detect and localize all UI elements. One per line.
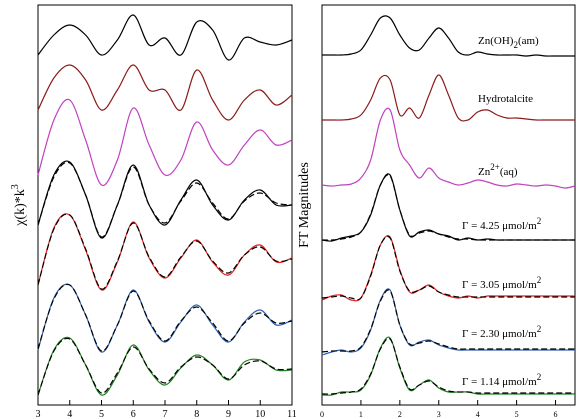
x-tick-label: 1 [359, 410, 363, 419]
x-tick-label: 5 [515, 410, 519, 419]
curve [37, 213, 293, 290]
curve [37, 161, 293, 238]
annotation-after: (am) [518, 35, 539, 47]
x-tick-label: 0 [320, 410, 324, 419]
curve [321, 235, 575, 302]
curve [37, 14, 293, 61]
x-tick-label: 3 [36, 409, 41, 419]
curve [322, 74, 575, 122]
annotation-sub: 2 [513, 40, 518, 50]
curve [321, 337, 575, 395]
curve [37, 283, 293, 352]
curve [321, 107, 576, 189]
x-tick-label: 8 [194, 409, 199, 419]
x-tick-label: 2 [398, 410, 402, 419]
annotation-text: Γ = 1.14 μmol/m [462, 376, 537, 388]
x-tick-label: 4 [476, 410, 480, 419]
x-tick-label: 5 [99, 409, 104, 419]
x-tick-label: 4 [67, 409, 72, 419]
x-tick-label: 11 [287, 409, 297, 419]
annotation: Γ = 4.25 μmol/m2 [462, 216, 541, 232]
curve [321, 173, 575, 242]
annotation: Γ = 2.30 μmol/m2 [462, 324, 541, 340]
y-axis-label-sup: 3 [10, 184, 21, 189]
y-axis-label: FT Magnitudes [297, 162, 312, 248]
annotation: Γ = 3.05 μmol/m2 [462, 275, 541, 291]
x-tick-label: 6 [131, 409, 136, 419]
curve [321, 336, 575, 396]
annotation-sup: 2 [537, 372, 542, 382]
annotation-text: Zn(OH) [478, 35, 514, 47]
annotation-text: Zn [478, 166, 491, 178]
curve [37, 283, 293, 353]
curve [37, 337, 293, 396]
y-axis-label: χ(k)*k3 [10, 184, 28, 227]
curve [322, 15, 575, 57]
x-tick-label: 3 [437, 410, 441, 419]
y-axis-label-text: χ(k)*k [13, 189, 28, 227]
annotation-text: Γ = 2.30 μmol/m [462, 328, 537, 340]
annotation-sup: 2 [537, 324, 542, 334]
curve [321, 289, 575, 353]
x-tick-label: 9 [226, 409, 231, 419]
y-axis-label-text: FT Magnitudes [297, 162, 312, 248]
x-tick-label: 10 [255, 409, 265, 419]
curve [37, 336, 293, 396]
curve [37, 160, 293, 239]
annotation: Hydrotalcite [478, 93, 533, 105]
annotation-after: (aq) [500, 166, 518, 178]
x-tick-label: 6 [554, 410, 558, 419]
curve [321, 288, 575, 356]
annotation-sup: 2 [537, 216, 542, 226]
curve [37, 98, 293, 187]
annotation-sup: 2 [537, 275, 542, 285]
curve [321, 235, 575, 301]
curve [321, 174, 575, 241]
annotation: Γ = 1.14 μmol/m2 [462, 372, 541, 388]
annotation-sup: 2+ [490, 162, 500, 172]
annotation: Zn2+(aq) [478, 162, 518, 178]
x-tick-label: 7 [163, 409, 168, 419]
annotation: Zn(OH)2(am) [478, 35, 539, 50]
annotation-text: Γ = 4.25 μmol/m [462, 220, 537, 232]
plot-frame [321, 4, 576, 406]
curve [37, 64, 293, 121]
annotation-text: Γ = 3.05 μmol/m [462, 279, 537, 291]
annotation-text: Hydrotalcite [478, 93, 533, 105]
